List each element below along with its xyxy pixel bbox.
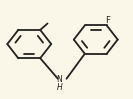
Text: N: N — [56, 75, 62, 84]
Text: F: F — [106, 16, 111, 25]
Text: H: H — [56, 83, 62, 92]
